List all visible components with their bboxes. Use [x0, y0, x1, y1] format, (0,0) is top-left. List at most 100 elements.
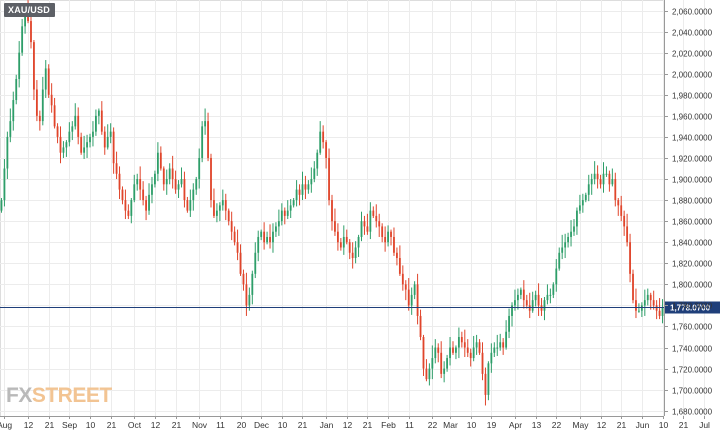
candle-body — [534, 294, 537, 301]
candle-body — [115, 163, 118, 174]
candle-body — [496, 347, 499, 349]
candle — [635, 288, 637, 319]
candle — [80, 132, 83, 155]
candle — [546, 284, 549, 305]
candle-body — [525, 300, 528, 306]
candle — [611, 168, 614, 187]
candle — [549, 288, 552, 304]
x-tick-label: 10 — [467, 420, 477, 430]
candle — [431, 345, 434, 380]
candle — [9, 108, 12, 143]
x-tick-label: 12 — [151, 420, 161, 430]
candle-body — [422, 337, 425, 369]
candle — [148, 183, 150, 215]
x-tick-label: Nov — [192, 420, 208, 430]
candle-body — [366, 226, 369, 232]
candle — [534, 290, 537, 307]
current-price-line: 1,778.0700 — [0, 301, 720, 314]
candle-body — [540, 305, 543, 311]
candle — [86, 134, 88, 158]
candle — [319, 121, 322, 155]
candle-body — [437, 347, 440, 353]
candle-body — [154, 173, 156, 185]
candle-body — [30, 21, 32, 43]
candle — [620, 195, 623, 222]
candle-body — [151, 184, 153, 195]
candle — [280, 203, 283, 226]
candle — [472, 335, 475, 362]
candle — [460, 331, 463, 348]
candle-body — [522, 289, 525, 301]
candle — [124, 189, 127, 220]
candle — [584, 192, 587, 203]
candle-body — [12, 100, 15, 122]
candle — [398, 245, 401, 276]
candle-body — [127, 210, 130, 216]
candle-body — [611, 179, 614, 185]
candle-body — [15, 78, 18, 101]
candle — [452, 341, 454, 355]
x-tick-label: Oct — [128, 420, 142, 430]
y-tick-label: 1,700.0000 — [672, 387, 713, 396]
x-tick-label: Mar — [443, 420, 458, 430]
candle — [316, 149, 319, 176]
x-tick-label: Apr — [509, 420, 522, 430]
candle — [502, 338, 505, 355]
candle-body — [9, 121, 12, 137]
candle — [15, 74, 18, 105]
candle — [142, 181, 145, 206]
candle — [74, 103, 77, 130]
candle-body — [242, 273, 245, 285]
candle-body — [145, 200, 147, 211]
candle — [570, 220, 572, 247]
x-tick-label: 10 — [278, 420, 288, 430]
candle — [481, 342, 484, 381]
candle-body — [275, 226, 277, 232]
candle — [215, 203, 218, 223]
y-tick-label: 1,900.0000 — [672, 176, 713, 185]
candle-body — [552, 284, 555, 295]
candle-body — [62, 147, 65, 153]
candle-body — [511, 305, 513, 316]
candle-body — [251, 273, 254, 295]
candle — [404, 280, 407, 301]
candle-body — [484, 373, 487, 395]
candle-body — [215, 210, 218, 216]
candle — [449, 337, 451, 366]
y-tick-label: 1,960.0000 — [672, 113, 713, 122]
candle-body — [546, 294, 549, 301]
candle — [587, 174, 590, 202]
symbol-badge[interactable]: XAU/USD — [4, 3, 55, 17]
candle — [213, 188, 215, 219]
candle — [393, 227, 395, 256]
candle — [277, 209, 280, 236]
candle — [354, 241, 357, 264]
candle-body — [304, 184, 307, 190]
candle-body — [404, 284, 407, 290]
candle — [543, 296, 546, 321]
candle — [531, 291, 534, 313]
candle-body — [543, 300, 546, 311]
candle-body — [280, 210, 283, 222]
candle-body — [174, 179, 177, 190]
candle — [576, 207, 578, 235]
candle — [221, 189, 224, 211]
candle-body — [455, 347, 457, 353]
y-tick-label: 1,800.0000 — [672, 281, 713, 290]
candle-body — [567, 236, 570, 243]
x-tick-label: Jul — [699, 420, 710, 430]
x-tick-label: 13 — [532, 420, 542, 430]
candle — [478, 339, 481, 355]
candle — [30, 14, 32, 49]
candle-body — [348, 242, 351, 253]
candle-body — [183, 179, 186, 201]
price-tag-label: 1,778.0700 — [670, 304, 711, 313]
candle-body — [460, 337, 463, 343]
candle — [466, 339, 469, 358]
candle — [298, 184, 301, 206]
candle — [77, 107, 80, 145]
candle-body — [171, 168, 174, 180]
candle — [136, 173, 139, 191]
